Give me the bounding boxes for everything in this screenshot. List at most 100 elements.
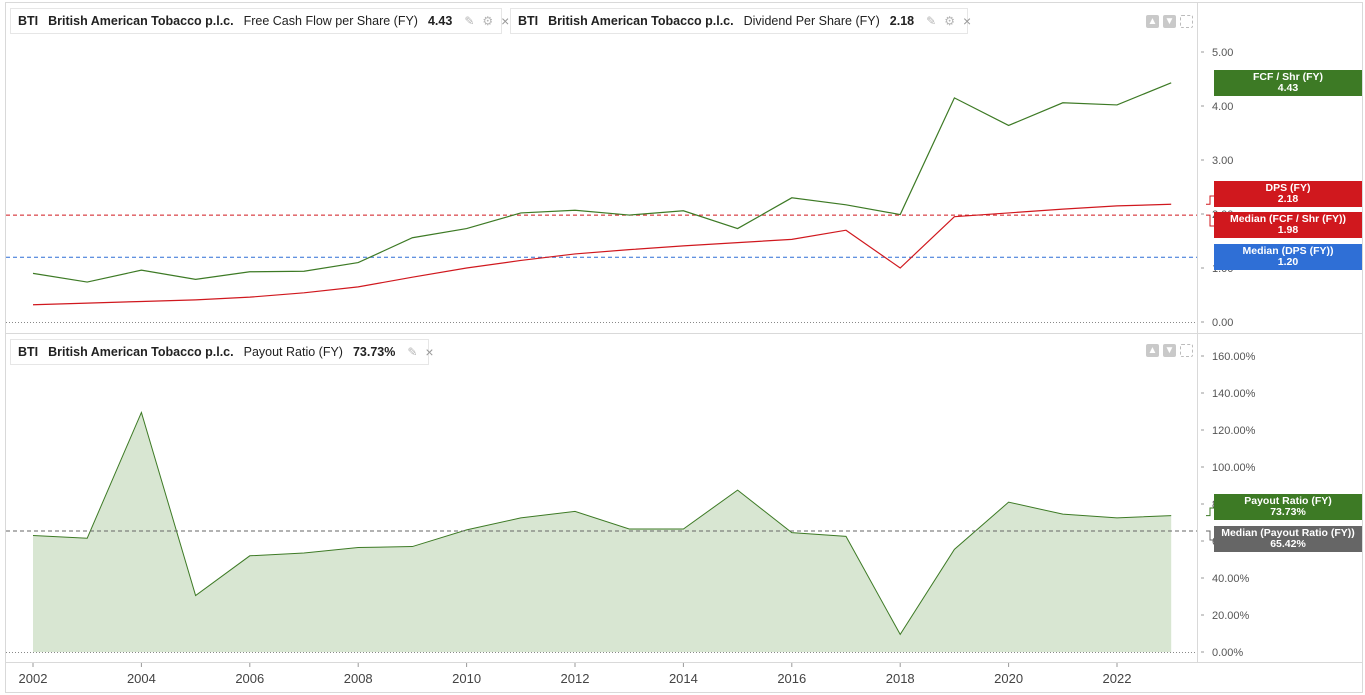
move-down-icon[interactable]: ▼ — [1163, 344, 1176, 357]
lower-y-tick-label: 0.00% — [1212, 647, 1243, 659]
dps-point — [140, 300, 143, 303]
settings-icon[interactable]: ⚙ — [944, 14, 955, 28]
payout-point — [953, 548, 956, 551]
flag-median-dps: Median (DPS (FY)) 1.20 — [1214, 244, 1362, 270]
flag-median-fcf-value: 1.98 — [1277, 224, 1299, 236]
dps-point — [628, 248, 631, 251]
x-tick-label: 2022 — [1103, 671, 1132, 686]
payout-point — [790, 531, 793, 534]
flag-median-payout-connector — [1206, 530, 1214, 541]
x-tick-label: 2014 — [669, 671, 698, 686]
flag-payout: Payout Ratio (FY) 73.73% — [1214, 494, 1362, 520]
legend-fcf-value: 4.43 — [427, 14, 453, 28]
legend-dps[interactable]: BTI British American Tobacco p.l.c. Divi… — [510, 8, 972, 34]
upper-y-tick-label: 5.00 — [1212, 47, 1233, 59]
flag-median-dps-label: Median (DPS (FY)) — [1242, 245, 1334, 257]
bell-icon[interactable]: ✎ — [407, 345, 418, 359]
x-tick-label: 2020 — [994, 671, 1023, 686]
dps-point — [303, 291, 306, 294]
legend-dps-metric: Dividend Per Share (FY) — [743, 14, 880, 28]
dps-point — [682, 244, 685, 247]
fcf-point — [845, 203, 848, 206]
fcf-point — [574, 209, 577, 212]
payout-point — [465, 528, 468, 531]
close-icon[interactable]: × — [425, 344, 434, 360]
flag-fcf: FCF / Shr (FY) 4.43 — [1214, 70, 1362, 96]
settings-icon[interactable]: ⚙ — [482, 14, 494, 28]
legend-payout[interactable]: BTI British American Tobacco p.l.c. Payo… — [10, 339, 434, 365]
legend-payout-value: 73.73% — [352, 345, 396, 359]
payout-point — [736, 489, 739, 492]
dps-point — [86, 302, 89, 305]
legend-fcf-company: British American Tobacco p.l.c. — [48, 14, 234, 28]
close-icon[interactable]: × — [501, 13, 510, 29]
fcf-point — [140, 269, 143, 272]
fcf-point — [303, 270, 306, 273]
flag-payout-connector — [1206, 507, 1214, 517]
dps-point — [1007, 211, 1010, 214]
fcf-point — [519, 211, 522, 214]
fcf-point — [86, 281, 89, 284]
legend-fcf[interactable]: BTI British American Tobacco p.l.c. Free… — [10, 8, 509, 34]
move-up-icon[interactable]: ▲ — [1146, 344, 1159, 357]
close-icon[interactable]: × — [962, 13, 972, 29]
flag-dps-label: DPS (FY) — [1265, 182, 1311, 194]
dps-point — [357, 285, 360, 288]
dps-point — [465, 267, 468, 270]
fcf-series-line — [32, 82, 1172, 283]
fcf-point — [899, 213, 902, 216]
payout-series-line — [32, 410, 1172, 636]
flag-fcf-label: FCF / Shr (FY) — [1253, 71, 1323, 83]
flag-median-fcf-label: Median (FCF / Shr (FY)) — [1229, 213, 1347, 225]
fcf-point — [248, 270, 251, 273]
legend-fcf-metric: Free Cash Flow per Share (FY) — [243, 14, 418, 28]
dps-point — [953, 215, 956, 218]
fcf-point — [682, 209, 685, 212]
move-down-icon[interactable]: ▼ — [1163, 15, 1176, 28]
payout-point — [140, 411, 143, 414]
fcf-point — [1170, 81, 1173, 84]
lower-y-tick-label: 100.00% — [1212, 462, 1256, 474]
legend-dps-company: British American Tobacco p.l.c. — [548, 14, 734, 28]
fullscreen-icon[interactable] — [1180, 15, 1193, 28]
dps-point — [519, 259, 522, 262]
payout-point — [574, 510, 577, 513]
fcf-point — [194, 278, 197, 281]
dps-point — [736, 241, 739, 244]
fcf-point — [465, 227, 468, 230]
upper-y-tick-label: 4.00 — [1212, 101, 1233, 113]
x-tick-label: 2010 — [452, 671, 481, 686]
dps-point — [32, 303, 35, 306]
move-up-icon[interactable]: ▲ — [1146, 15, 1159, 28]
payout-area-fill — [33, 412, 1172, 652]
lower-y-tick-label: 140.00% — [1212, 388, 1256, 400]
legend-dps-value: 2.18 — [889, 14, 915, 28]
payout-point — [1170, 514, 1173, 517]
payout-point — [303, 552, 306, 555]
payout-point — [519, 516, 522, 519]
flag-median-payout: Median (Payout Ratio (FY)) 65.42% — [1214, 526, 1362, 552]
flag-dps-connector — [1206, 195, 1214, 205]
upper-y-tick-label: 0.00 — [1212, 317, 1233, 329]
payout-point — [86, 537, 89, 540]
bell-icon[interactable]: ✎ — [926, 14, 937, 28]
fcf-point — [1007, 124, 1010, 127]
x-tick-label: 2016 — [777, 671, 806, 686]
x-tick-label: 2004 — [127, 671, 156, 686]
payout-point — [1116, 516, 1119, 519]
payout-point — [845, 535, 848, 538]
x-tick-label: 2012 — [561, 671, 590, 686]
dps-point — [1061, 208, 1064, 211]
dps-point — [1116, 204, 1119, 207]
payout-point — [411, 545, 414, 548]
payout-point — [1007, 501, 1010, 504]
lower-y-tick-label: 120.00% — [1212, 425, 1256, 437]
bell-icon[interactable]: ✎ — [464, 14, 475, 28]
payout-point — [682, 527, 685, 530]
legend-fcf-ticker: BTI — [18, 14, 39, 28]
dps-point — [194, 298, 197, 301]
flag-median-dps-value: 1.20 — [1277, 256, 1299, 268]
x-tick-label: 2006 — [235, 671, 264, 686]
payout-point — [194, 594, 197, 597]
fullscreen-icon[interactable] — [1180, 344, 1193, 357]
